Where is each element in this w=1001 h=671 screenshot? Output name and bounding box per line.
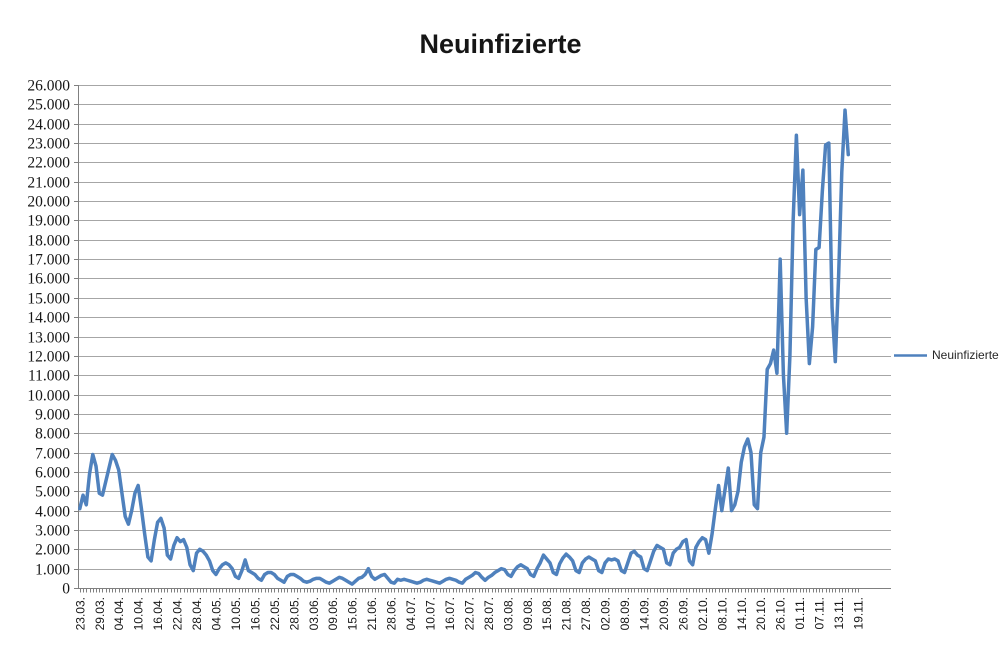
x-axis-label: 10.07.	[423, 597, 437, 630]
x-ticks	[80, 588, 859, 593]
series-line-neuinfizierte	[78, 108, 851, 586]
x-axis-label: 20.09.	[657, 597, 671, 630]
x-axis-label: 28.04.	[190, 597, 204, 630]
y-axis-label: 17.000	[27, 252, 70, 269]
y-axis-label: 7.000	[35, 446, 70, 463]
y-axis-label: 11.000	[28, 368, 70, 385]
y-axis-label: 8.000	[35, 426, 70, 443]
x-axis-label: 15.08.	[540, 597, 554, 630]
y-axis-label: 23.000	[27, 136, 70, 153]
y-axis-label: 26.000	[27, 78, 70, 95]
x-axis-label: 03.06.	[307, 597, 321, 630]
x-axis-label: 10.05.	[229, 597, 243, 630]
y-axis-label: 18.000	[27, 233, 70, 250]
y-axis-label: 1.000	[35, 562, 70, 579]
y-axis-label: 20.000	[27, 194, 70, 211]
x-axis-label: 21.06.	[365, 597, 379, 630]
y-axis-label: 3.000	[35, 523, 70, 540]
x-axis-label: 22.07.	[462, 597, 476, 630]
y-axis-label: 24.000	[27, 117, 70, 134]
gridlines	[78, 85, 891, 570]
x-axis-label: 04.05.	[209, 597, 223, 630]
y-axis-label: 19.000	[27, 213, 70, 230]
x-axis-label: 10.04.	[132, 597, 146, 630]
y-axis-label: 14.000	[27, 310, 70, 327]
x-axis-label: 26.09.	[676, 597, 690, 630]
y-axis-label: 5.000	[35, 484, 70, 501]
y-axis-label: 9.000	[35, 407, 70, 424]
x-axis-label: 20.10.	[754, 597, 768, 630]
x-axis-label: 02.10.	[696, 597, 710, 630]
x-axis-label: 04.04.	[112, 597, 126, 630]
x-axis-label: 02.09.	[599, 597, 613, 630]
y-axis-label: 4.000	[35, 504, 70, 521]
y-axis-label: 16.000	[27, 271, 70, 288]
x-axis-label: 22.04.	[171, 597, 185, 630]
x-axis-label: 28.07.	[482, 597, 496, 630]
x-axis-label: 22.05.	[268, 597, 282, 630]
legend-label: Neuinfizierte	[932, 348, 999, 362]
legend-line-icon	[894, 353, 927, 357]
x-axis-label: 04.07.	[404, 597, 418, 630]
x-axis-label: 21.08.	[560, 597, 574, 630]
x-axis-label: 03.08.	[501, 597, 515, 630]
x-axis-label: 08.09.	[618, 597, 632, 630]
x-axis-label: 16.07.	[443, 597, 457, 630]
x-axis-label: 16.04.	[151, 597, 165, 630]
y-axis-label: 13.000	[27, 330, 70, 347]
x-axis-label: 01.11.	[793, 597, 807, 629]
y-axis-label: 2.000	[35, 542, 70, 559]
chart-title: Neuinfizierte	[419, 29, 582, 59]
y-axis-label: 22.000	[27, 155, 70, 172]
x-axis-label: 07.11.	[813, 597, 827, 629]
y-axis-label: 6.000	[35, 465, 70, 482]
y-axis-label: 25.000	[27, 97, 70, 114]
y-axis-label: 12.000	[27, 349, 70, 366]
x-axis-label: 15.06.	[346, 597, 360, 630]
y-axis-label: 21.000	[27, 175, 70, 192]
y-axis-label: 15.000	[27, 291, 70, 308]
x-axis-label: 14.09.	[637, 597, 651, 630]
y-ticks	[74, 85, 78, 589]
x-axis-label: 27.08.	[579, 597, 593, 630]
x-axis-label: 08.10.	[715, 597, 729, 630]
x-axis-label: 16.05.	[248, 597, 262, 630]
y-axis-label: 0	[62, 581, 70, 598]
axes	[78, 85, 891, 589]
x-axis-label: 09.08.	[521, 597, 535, 630]
x-axis-label: 26.10.	[774, 597, 788, 630]
x-axis-label: 09.06.	[326, 597, 340, 630]
x-axis-label: 29.03.	[93, 597, 107, 630]
x-axis-label: 28.06.	[385, 597, 399, 630]
x-axis-label: 19.11.	[852, 597, 866, 629]
x-axis-label: 23.03.	[73, 597, 87, 630]
x-axis-label: 13.11.	[832, 597, 846, 629]
y-axis-label: 10.000	[27, 388, 70, 405]
x-axis-label: 14.10.	[735, 597, 749, 630]
x-axis-label: 28.05.	[287, 597, 301, 630]
legend[interactable]: Neuinfizierte	[894, 348, 999, 362]
